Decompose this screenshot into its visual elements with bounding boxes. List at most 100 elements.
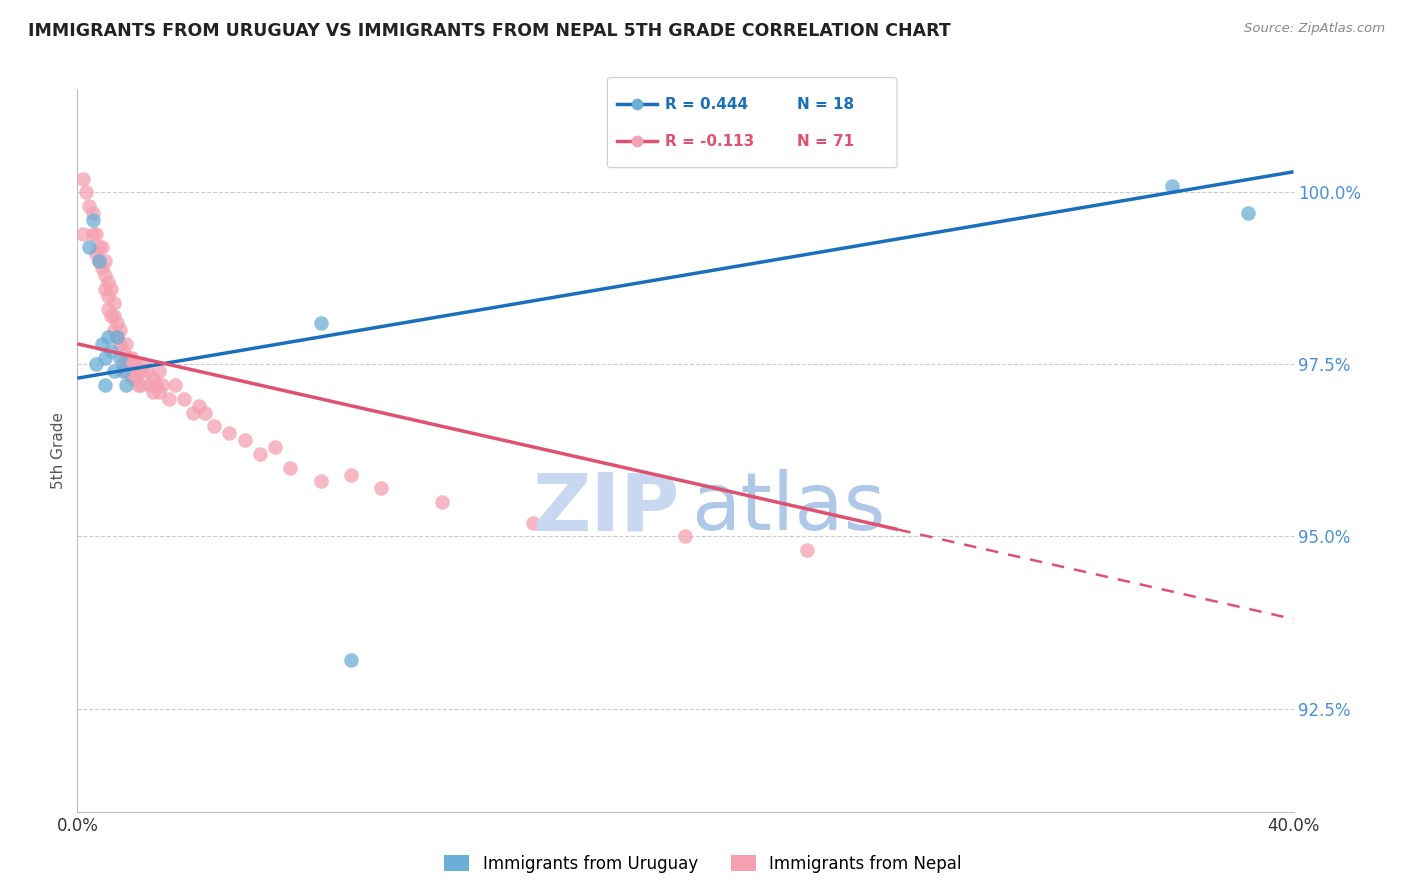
Point bbox=[370, 481, 392, 495]
Point bbox=[188, 399, 211, 413]
Point bbox=[340, 653, 363, 667]
Point bbox=[127, 364, 149, 378]
Point bbox=[79, 199, 101, 213]
Point bbox=[103, 295, 125, 310]
Point bbox=[103, 310, 125, 324]
Point bbox=[1161, 178, 1184, 193]
Point bbox=[103, 323, 125, 337]
Point bbox=[75, 186, 97, 200]
Point bbox=[93, 351, 115, 365]
Point bbox=[90, 261, 112, 276]
Point bbox=[72, 171, 94, 186]
Point bbox=[100, 310, 122, 324]
Text: Source: ZipAtlas.com: Source: ZipAtlas.com bbox=[1244, 22, 1385, 36]
Point bbox=[522, 516, 544, 530]
Point bbox=[148, 384, 170, 399]
Text: N = 71: N = 71 bbox=[797, 134, 855, 149]
Point bbox=[82, 227, 104, 241]
Text: R = 0.444: R = 0.444 bbox=[665, 96, 748, 112]
Point bbox=[430, 495, 453, 509]
Text: IMMIGRANTS FROM URUGUAY VS IMMIGRANTS FROM NEPAL 5TH GRADE CORRELATION CHART: IMMIGRANTS FROM URUGUAY VS IMMIGRANTS FR… bbox=[28, 22, 950, 40]
Point bbox=[115, 336, 138, 351]
Point bbox=[115, 378, 138, 392]
Point bbox=[90, 336, 112, 351]
Point bbox=[93, 282, 115, 296]
Point bbox=[97, 302, 120, 317]
Point bbox=[90, 240, 112, 254]
Point bbox=[675, 529, 697, 543]
Point bbox=[84, 247, 107, 261]
Point bbox=[1237, 206, 1260, 220]
Point bbox=[118, 358, 141, 372]
Point bbox=[93, 254, 115, 268]
Point bbox=[124, 371, 146, 385]
Point bbox=[127, 378, 149, 392]
Point bbox=[142, 384, 165, 399]
Text: atlas: atlas bbox=[692, 469, 886, 548]
Point bbox=[97, 330, 120, 344]
Point bbox=[163, 378, 186, 392]
Point bbox=[97, 275, 120, 289]
Point bbox=[103, 364, 125, 378]
Text: N = 18: N = 18 bbox=[797, 96, 855, 112]
Point bbox=[173, 392, 195, 406]
Point bbox=[249, 447, 271, 461]
Point bbox=[142, 371, 165, 385]
Point bbox=[111, 364, 134, 378]
Point bbox=[121, 358, 143, 372]
Text: ZIP: ZIP bbox=[531, 469, 679, 548]
Point bbox=[108, 336, 131, 351]
Point bbox=[309, 475, 332, 489]
Point bbox=[796, 543, 818, 558]
Point bbox=[194, 406, 217, 420]
Point bbox=[309, 316, 332, 330]
Point bbox=[100, 282, 122, 296]
Point bbox=[111, 343, 134, 358]
Text: R = -0.113: R = -0.113 bbox=[665, 134, 754, 149]
Point bbox=[87, 240, 110, 254]
Point bbox=[111, 358, 134, 372]
Point bbox=[148, 364, 170, 378]
Y-axis label: 5th Grade: 5th Grade bbox=[51, 412, 66, 489]
Point bbox=[264, 440, 287, 454]
Legend: Immigrants from Uruguay, Immigrants from Nepal: Immigrants from Uruguay, Immigrants from… bbox=[437, 848, 969, 880]
Point bbox=[97, 288, 120, 302]
Point bbox=[134, 358, 156, 372]
Point bbox=[93, 378, 115, 392]
Point bbox=[87, 254, 110, 268]
Point bbox=[121, 351, 143, 365]
Point bbox=[340, 467, 363, 482]
Point bbox=[82, 213, 104, 227]
Point bbox=[82, 206, 104, 220]
Point bbox=[84, 227, 107, 241]
Point bbox=[181, 406, 204, 420]
Point bbox=[118, 351, 141, 365]
Point bbox=[145, 378, 167, 392]
Point bbox=[72, 227, 94, 241]
Point bbox=[278, 460, 301, 475]
Point bbox=[79, 240, 101, 254]
Point bbox=[139, 378, 162, 392]
Point bbox=[115, 351, 138, 365]
Point bbox=[152, 378, 174, 392]
Point bbox=[100, 343, 122, 358]
Point bbox=[157, 392, 180, 406]
Point bbox=[105, 330, 128, 344]
Point bbox=[121, 371, 143, 385]
Point bbox=[87, 254, 110, 268]
Point bbox=[626, 97, 648, 112]
Point bbox=[105, 330, 128, 344]
Point bbox=[626, 134, 648, 148]
Point bbox=[124, 358, 146, 372]
Point bbox=[129, 378, 152, 392]
Point bbox=[93, 268, 115, 282]
Point bbox=[84, 358, 107, 372]
Point bbox=[218, 426, 240, 441]
Point bbox=[108, 323, 131, 337]
Point bbox=[105, 316, 128, 330]
Point bbox=[129, 364, 152, 378]
Point bbox=[108, 351, 131, 365]
Point bbox=[115, 364, 138, 378]
Point bbox=[233, 433, 256, 447]
Point bbox=[136, 364, 159, 378]
